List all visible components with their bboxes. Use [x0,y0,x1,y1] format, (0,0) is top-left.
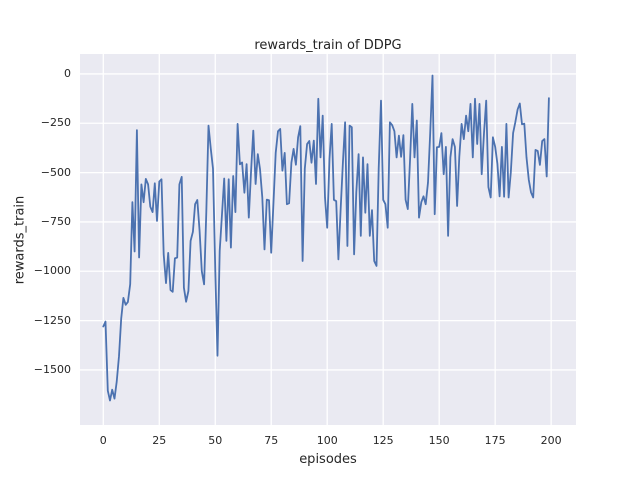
y-tick-label: 0 [64,66,71,80]
chart-title: rewards_train of DDPG [254,38,402,53]
y-tick-label: −500 [40,165,71,179]
plot-area [80,54,576,425]
y-tick-label: −1250 [33,313,71,327]
x-axis-label: episodes [299,452,357,467]
y-tick-label: −1500 [33,362,71,376]
x-tick-label: 75 [264,434,279,447]
x-tick-label: 100 [316,434,338,447]
y-tick-label: −1000 [33,264,71,278]
series-line-rewards_train [102,74,550,402]
x-tick-label: 50 [208,434,223,447]
x-tick-label: 200 [540,434,562,447]
x-tick-label: 125 [372,434,394,447]
x-tick-label: 25 [152,434,167,447]
y-axis-label: rewards_train [12,195,28,285]
y-tick-label: −750 [40,214,71,228]
x-tick-label: 150 [428,434,450,447]
x-tick-label: 0 [99,434,107,447]
y-tick-label: −250 [40,116,71,130]
x-tick-label: 175 [484,434,506,447]
